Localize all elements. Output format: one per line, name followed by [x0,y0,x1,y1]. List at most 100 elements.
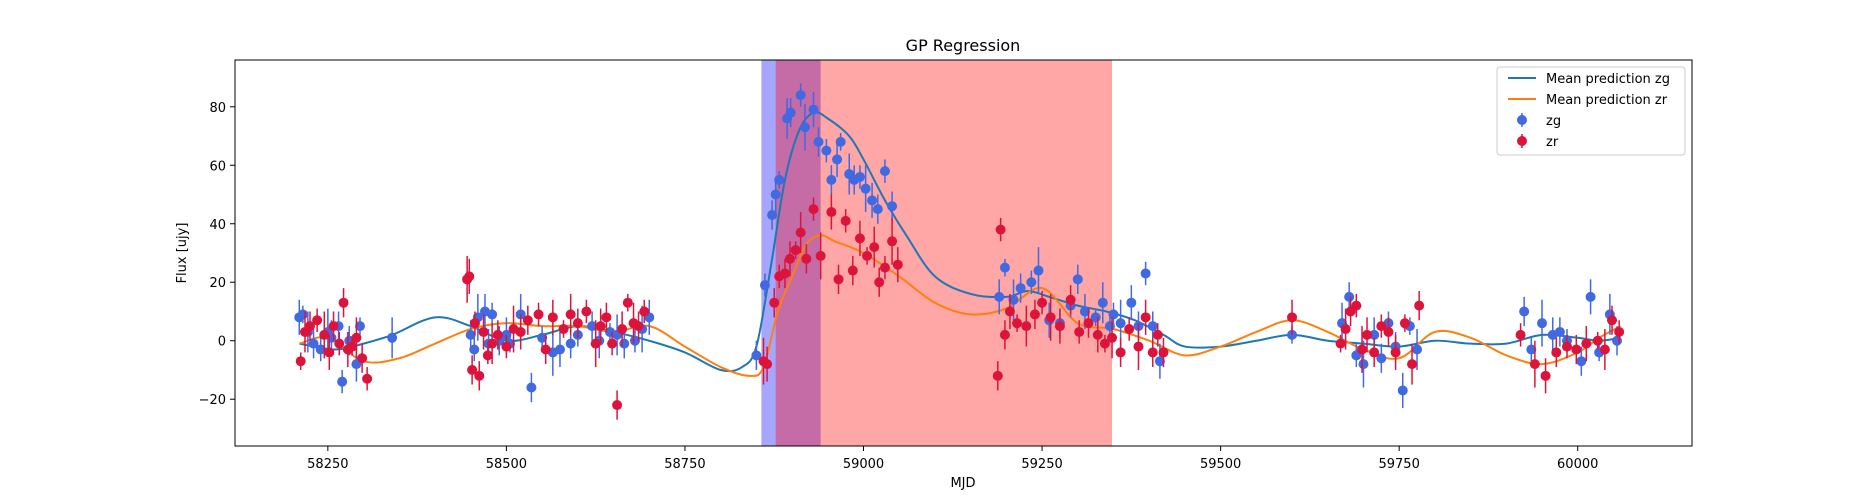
data-point [1407,359,1418,370]
data-point [1412,344,1423,355]
data-point [769,297,780,308]
data-point [1079,306,1090,317]
data-point [464,271,475,282]
data-point [1115,347,1126,358]
data-point [337,376,348,387]
x-tick-label: 58750 [664,457,705,472]
data-point [833,274,844,285]
plot-area [234,59,1693,447]
y-tick-label: 60 [209,159,226,174]
data-point [633,321,644,332]
data-point [1607,315,1618,326]
data-point [469,344,480,355]
data-point [492,329,503,340]
data-point [835,136,846,147]
data-point [347,341,358,352]
data-point [1515,329,1526,340]
data-point [874,277,885,288]
x-axis: 58250 58500 58750 59000 59250 59500 59750 60000 [307,446,1598,472]
data-point [826,174,837,185]
data-point [1092,329,1103,340]
data-point [537,332,548,343]
data-point [759,280,770,291]
data-point [482,350,493,361]
data-point [799,122,810,133]
data-point [992,370,1003,381]
data-point [1383,326,1394,337]
data-point [1537,318,1548,329]
data-point [821,145,832,156]
data-point [801,253,812,264]
data-point [639,306,650,317]
data-point [487,338,498,349]
data-point [478,326,489,337]
data-point [785,107,796,118]
data-point [1362,329,1373,340]
data-point [1529,359,1540,370]
data-point [832,154,843,165]
series-line-0 [299,111,1621,373]
data-point [1526,344,1537,355]
data-point [1571,344,1582,355]
data-point [1083,318,1094,329]
y-tick-label: 80 [209,101,226,116]
data-point [1140,312,1151,323]
data-point [1376,353,1387,364]
data-point [387,332,398,343]
data-point [887,236,898,247]
data-point [1562,341,1573,352]
data-point [862,250,873,261]
data-point [1033,265,1044,276]
data-point [1012,318,1023,329]
data-point [1037,297,1048,308]
data-point [1335,338,1346,349]
data-point [526,382,537,393]
data-point [1612,335,1623,346]
data-point [887,201,898,212]
data-point [515,326,526,337]
data-point [808,104,819,115]
data-point [540,344,551,355]
data-point [595,321,606,332]
data-point [872,204,883,215]
x-tick-label: 60000 [1557,457,1598,472]
data-point [790,245,801,256]
data-point [1108,309,1119,320]
data-point [1287,312,1298,323]
y-tick-label: 0 [218,335,226,350]
data-point [315,344,326,355]
data-point [590,338,601,349]
y-tick-label: 40 [209,218,226,233]
data-point [1124,324,1135,335]
data-point [1152,329,1163,340]
data-point [1126,297,1137,308]
data-point [1158,347,1169,358]
data-point [815,250,826,261]
x-tick-label: 58250 [307,457,348,472]
data-point [1414,300,1425,311]
series-line-1 [299,234,1622,377]
data-point [854,171,865,182]
data-point [1029,309,1040,320]
data-point [1054,321,1065,332]
legend-label-zg-line: Mean prediction zg [1546,72,1670,87]
data-point [465,329,476,340]
x-tick-label: 59250 [1021,457,1062,472]
data-point [1045,312,1056,323]
data-point [1585,291,1596,302]
data-point [617,324,628,335]
data-point [338,297,349,308]
data-point [1581,338,1592,349]
shaded-regions [761,60,1113,446]
data-point [1376,321,1387,332]
x-tick-label: 59000 [843,457,884,472]
data-point [795,227,806,238]
data-point [795,90,806,101]
data-point [501,341,512,352]
data-point [770,189,781,200]
data-point [999,329,1010,340]
data-point [619,338,630,349]
y-axis-label: Flux [ujy] [175,223,190,284]
data-point [1147,347,1158,358]
